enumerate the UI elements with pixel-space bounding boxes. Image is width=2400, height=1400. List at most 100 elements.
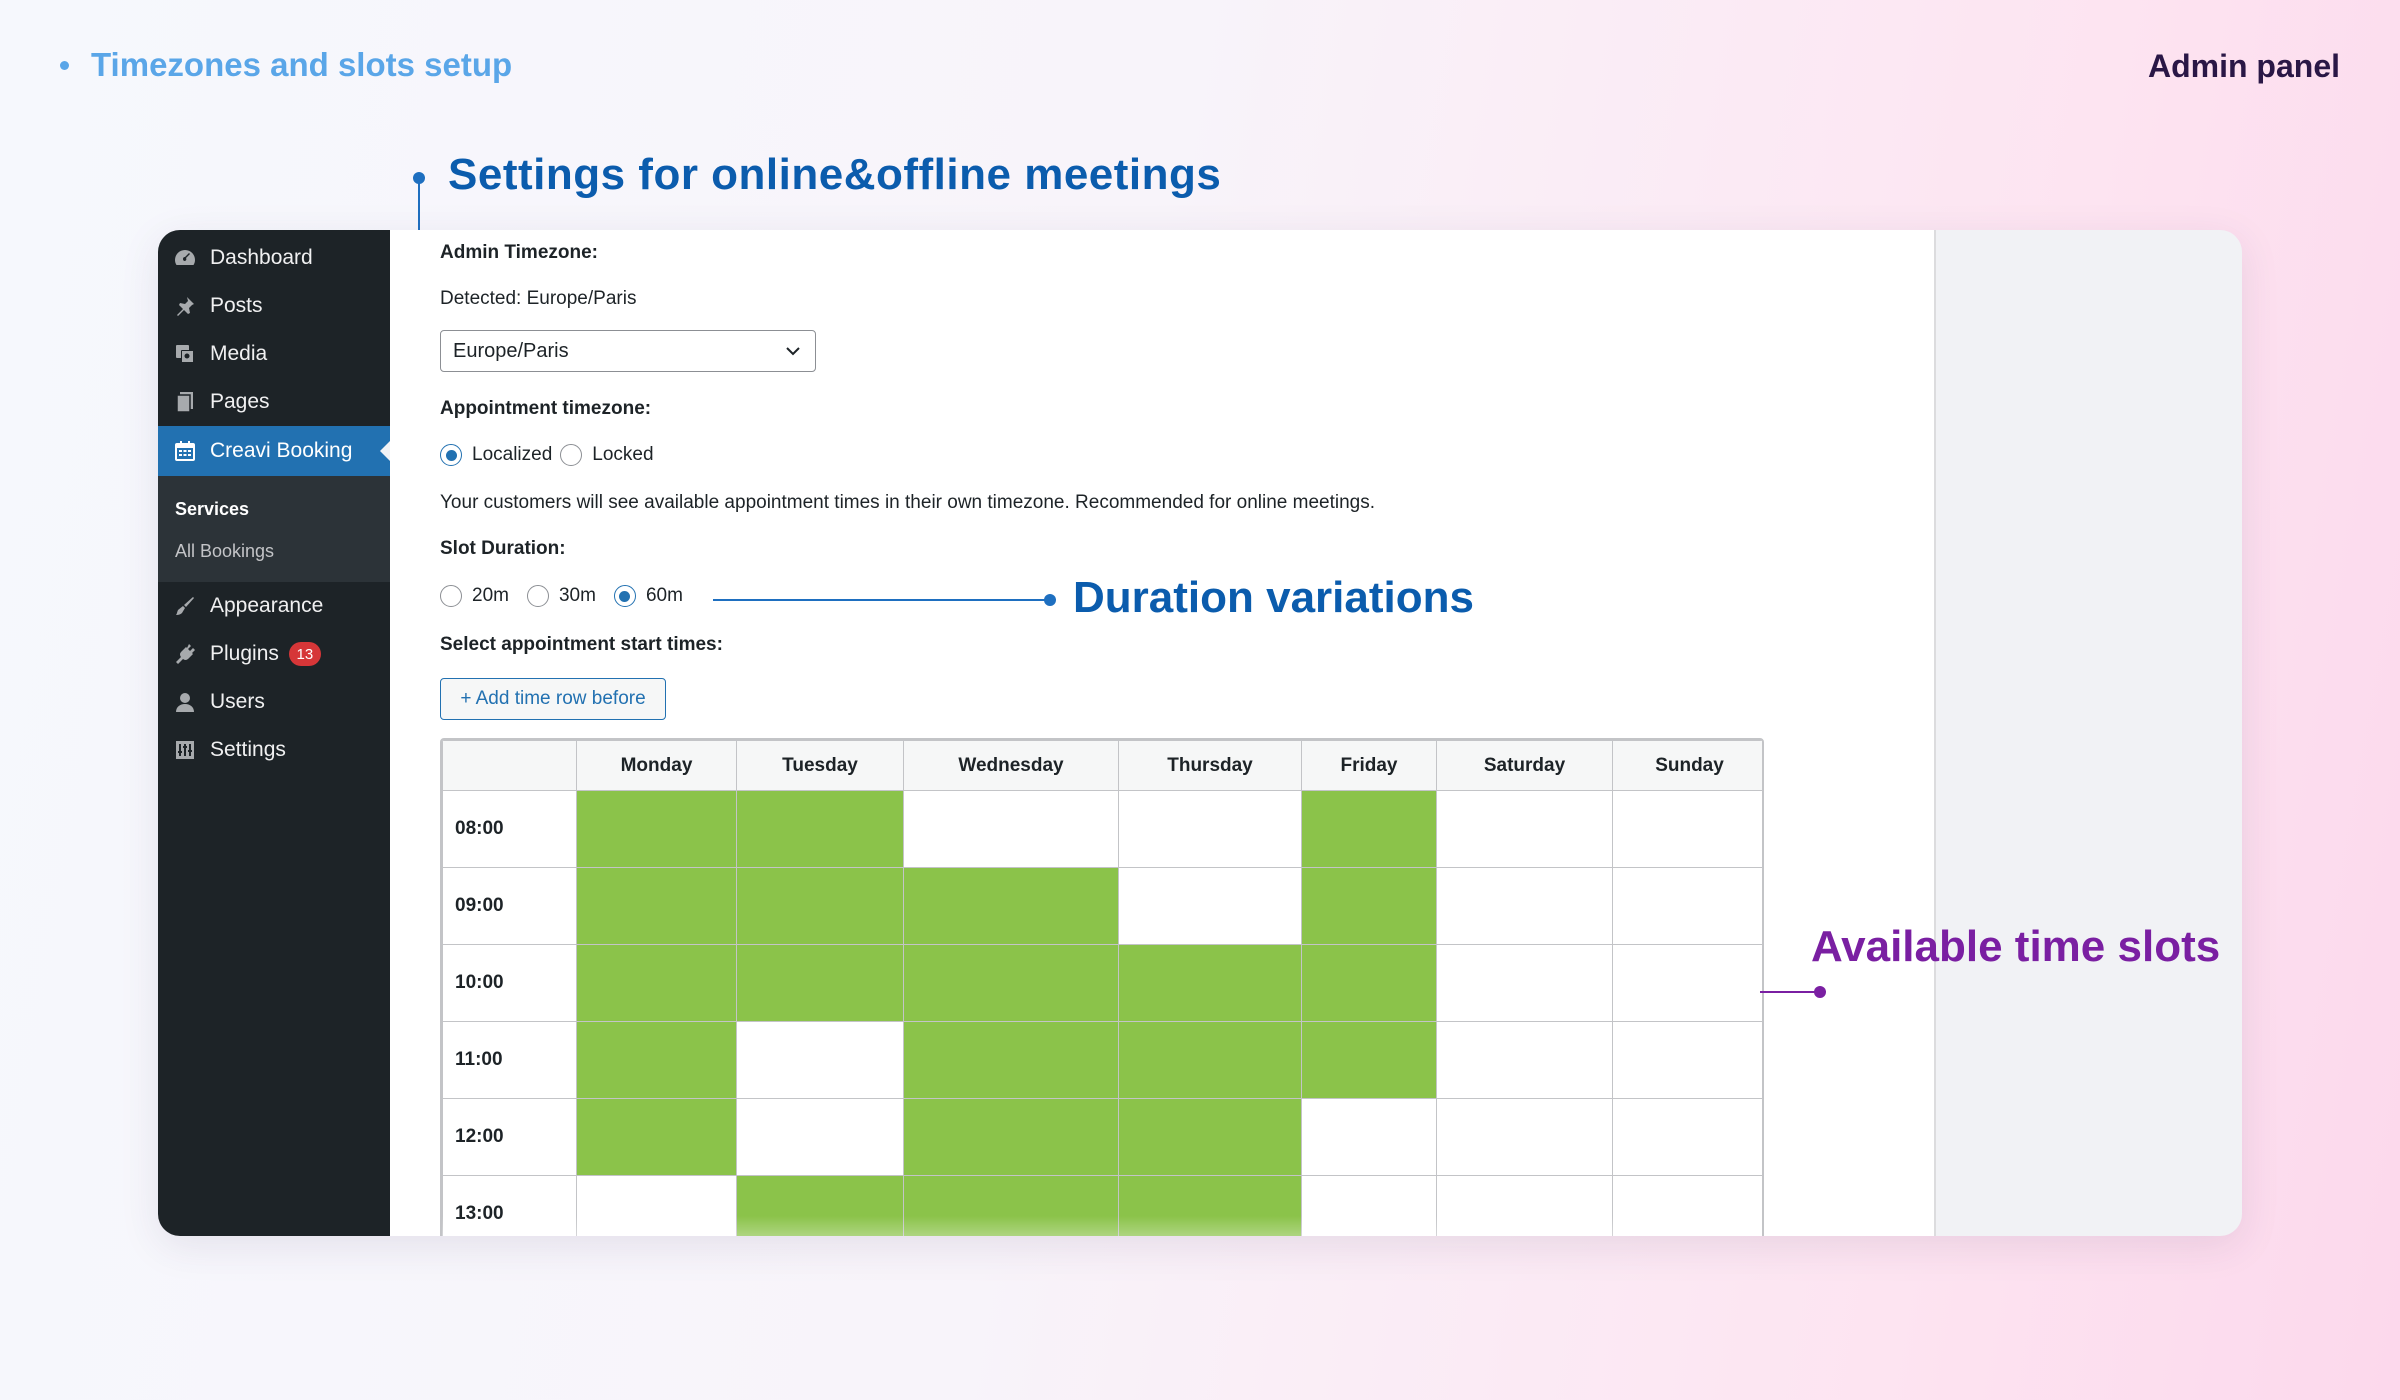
detected-value: Europe/Paris xyxy=(526,288,637,309)
time-slot-cell[interactable] xyxy=(1612,944,1762,1022)
time-slot-cell[interactable] xyxy=(1436,944,1613,1022)
duration-callout-line xyxy=(713,599,1053,601)
settings-callout-dot xyxy=(413,172,425,184)
sidebar-item-media[interactable]: Media xyxy=(158,330,390,378)
time-slot-cell[interactable] xyxy=(903,1175,1119,1236)
slot-duration-label: Slot Duration: xyxy=(440,538,566,559)
sidebar-item-label: Media xyxy=(210,342,268,365)
schedule-row: 09:00 xyxy=(442,867,1762,945)
time-slot-cell[interactable] xyxy=(576,1098,737,1176)
submenu-item-all-bookings[interactable]: All Bookings xyxy=(175,540,275,561)
time-label: 11:00 xyxy=(442,1021,577,1099)
radio-60m[interactable] xyxy=(613,585,636,607)
time-label: 08:00 xyxy=(442,790,577,868)
chevron-down-icon xyxy=(786,347,800,356)
time-slot-cell[interactable] xyxy=(1612,1098,1762,1176)
radio-20m[interactable] xyxy=(440,585,462,607)
radio-locked[interactable] xyxy=(560,444,583,466)
media-icon xyxy=(172,341,198,367)
settings-form: Admin Timezone: Detected: Europe/Paris E… xyxy=(390,230,1936,1236)
time-slot-cell[interactable] xyxy=(1301,790,1437,868)
time-slot-cell[interactable] xyxy=(1612,867,1762,945)
section-title: Timezones and slots setup xyxy=(91,46,513,83)
time-slot-cell[interactable] xyxy=(1436,867,1613,945)
schedule-row: 13:00 xyxy=(442,1175,1762,1236)
sidebar-item-plugins[interactable]: Plugins 13 xyxy=(158,630,390,678)
sidebar-item-settings[interactable]: Settings xyxy=(158,726,390,774)
time-slot-cell[interactable] xyxy=(903,867,1119,945)
pin-icon xyxy=(172,293,198,319)
time-slot-cell[interactable] xyxy=(1118,1021,1302,1099)
radio-localized[interactable] xyxy=(440,444,462,466)
submenu-item-services[interactable]: Services xyxy=(175,498,250,519)
time-slot-cell[interactable] xyxy=(1301,1021,1437,1099)
time-slot-cell[interactable] xyxy=(903,1021,1119,1099)
pages-icon xyxy=(172,389,198,415)
time-slot-cell[interactable] xyxy=(1436,1175,1613,1236)
time-slot-cell[interactable] xyxy=(1301,867,1437,945)
time-slot-cell[interactable] xyxy=(903,1098,1119,1176)
time-slot-cell[interactable] xyxy=(576,944,737,1022)
radio-30m[interactable] xyxy=(526,585,549,607)
day-header-sunday: Sunday xyxy=(1612,740,1762,791)
time-slot-cell[interactable] xyxy=(1612,1175,1762,1236)
dashboard-icon xyxy=(172,245,198,271)
plugins-update-badge: 13 xyxy=(288,642,321,666)
time-slot-cell[interactable] xyxy=(736,1175,904,1236)
time-slot-cell[interactable] xyxy=(736,1021,904,1099)
time-slot-cell[interactable] xyxy=(1301,1175,1437,1236)
time-slot-cell[interactable] xyxy=(576,790,737,868)
radio-30m-label: 30m xyxy=(558,585,596,606)
time-slot-cell[interactable] xyxy=(1436,1098,1613,1176)
schedule-row: 11:00 xyxy=(442,1021,1762,1099)
schedule-row: 12:00 xyxy=(442,1098,1762,1176)
admin-timezone-select[interactable]: Europe/Paris xyxy=(440,330,816,372)
settings-callout: Settings for online&offline meetings xyxy=(448,150,1222,199)
calendar-icon xyxy=(172,438,198,464)
brush-icon xyxy=(172,593,198,619)
available-callout-dot xyxy=(1814,986,1826,998)
time-slot-cell[interactable] xyxy=(903,790,1119,868)
sidebar-item-label: Dashboard xyxy=(210,246,313,269)
time-slot-cell[interactable] xyxy=(1118,790,1302,868)
sidebar-item-pages[interactable]: Pages xyxy=(158,378,390,426)
duration-callout-dot xyxy=(1044,594,1056,606)
time-slot-cell[interactable] xyxy=(903,944,1119,1022)
sidebar-item-posts[interactable]: Posts xyxy=(158,282,390,330)
sidebar-item-creavi-booking[interactable]: Creavi Booking xyxy=(158,426,390,476)
time-slot-cell[interactable] xyxy=(1301,1098,1437,1176)
appointment-timezone-options: Localized Locked xyxy=(440,444,672,466)
time-slot-cell[interactable] xyxy=(1436,1021,1613,1099)
time-slot-cell[interactable] xyxy=(1118,1098,1302,1176)
time-slot-cell[interactable] xyxy=(736,867,904,945)
time-slot-cell[interactable] xyxy=(1301,944,1437,1022)
time-slot-cell[interactable] xyxy=(1118,944,1302,1022)
time-slot-cell[interactable] xyxy=(1118,1175,1302,1236)
settings-icon xyxy=(172,737,198,763)
sidebar-item-label: Creavi Booking xyxy=(210,439,353,462)
day-header-monday: Monday xyxy=(576,740,737,791)
time-slot-cell[interactable] xyxy=(1612,1021,1762,1099)
available-callout-line xyxy=(1760,991,1820,993)
time-slot-cell[interactable] xyxy=(576,867,737,945)
sidebar-item-appearance[interactable]: Appearance xyxy=(158,582,390,630)
time-slot-cell[interactable] xyxy=(1436,790,1613,868)
bullet-icon xyxy=(60,60,69,70)
schedule-body: 08:00 09:00 10:00 11:00 12:00 13:00 xyxy=(442,790,1762,1236)
sidebar-item-users[interactable]: Users xyxy=(158,678,390,726)
time-slot-cell[interactable] xyxy=(576,1175,737,1236)
time-slot-cell[interactable] xyxy=(1118,867,1302,945)
plug-icon xyxy=(172,641,198,667)
slot-duration-options: 20m 30m 60m xyxy=(440,585,701,607)
time-slot-cell[interactable] xyxy=(1612,790,1762,868)
add-time-row-button[interactable]: + Add time row before xyxy=(440,678,666,720)
time-slot-cell[interactable] xyxy=(576,1021,737,1099)
detected-label: Detected: xyxy=(440,288,522,309)
sidebar-item-dashboard[interactable]: Dashboard xyxy=(158,234,390,282)
sidebar-item-label: Users xyxy=(210,690,265,713)
detected-timezone: Detected: Europe/Paris xyxy=(440,288,636,310)
time-slot-cell[interactable] xyxy=(736,790,904,868)
time-label: 09:00 xyxy=(442,867,577,945)
time-slot-cell[interactable] xyxy=(736,944,904,1022)
time-slot-cell[interactable] xyxy=(736,1098,904,1176)
